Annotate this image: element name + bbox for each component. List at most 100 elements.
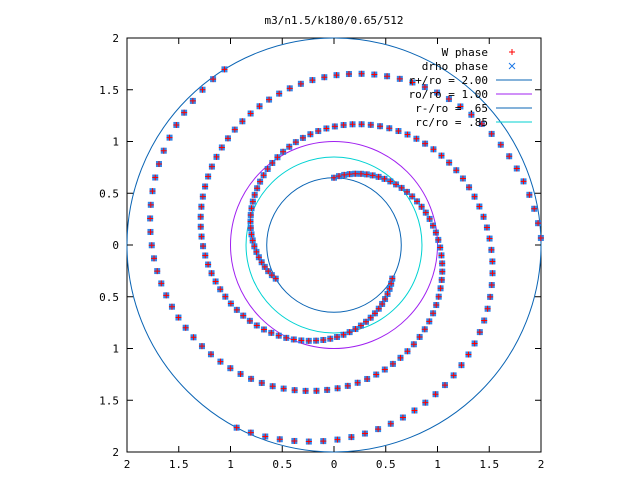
legend-entry-2: r+/ro = 2.00	[409, 74, 532, 87]
phase-point-arm0-35	[404, 348, 411, 355]
phase-point-arm1-54	[488, 282, 495, 289]
phase-point-arm2-24	[260, 326, 267, 333]
phase-point-arm2-59	[345, 71, 352, 78]
phase-point-arm1-0	[272, 275, 279, 282]
phase-point-arm2-11	[352, 326, 359, 333]
phase-point-arm0-16	[418, 203, 425, 210]
phase-point-arm2-2	[386, 285, 393, 292]
phase-point-arm0-69	[149, 188, 156, 195]
phase-point-arm0-6	[363, 171, 370, 178]
phase-point-arm1-3	[261, 263, 268, 270]
phase-point-arm0-7	[369, 172, 376, 179]
phase-point-arm0-54	[217, 358, 224, 365]
phase-point-arm0-74	[173, 121, 180, 128]
phase-point-arm2-57	[321, 74, 328, 81]
phase-point-arm0-17	[422, 209, 429, 216]
phase-point-arm2-40	[198, 203, 205, 210]
y-tick-label: 2	[112, 446, 119, 459]
phase-point-arm2-3	[384, 290, 391, 297]
phase-point-arm0-3	[346, 171, 353, 178]
phase-point-arm0-52	[237, 370, 244, 377]
phase-point-arm2-26	[246, 317, 253, 324]
phase-point-arm1-74	[305, 438, 312, 445]
phase-point-arm2-8	[367, 314, 374, 321]
phase-point-arm1-70	[361, 430, 368, 437]
phase-point-arm2-56	[309, 77, 316, 84]
phase-point-arm2-58	[333, 72, 340, 79]
phase-point-arm1-60	[465, 351, 472, 358]
phase-point-arm1-42	[446, 159, 453, 166]
phase-point-arm2-53	[276, 90, 283, 97]
phase-point-arm1-65	[422, 399, 429, 406]
phase-point-arm0-66	[147, 228, 154, 235]
phase-point-arm1-9	[248, 231, 255, 238]
phase-point-arm0-30	[430, 310, 437, 317]
phase-point-arm2-70	[478, 120, 485, 127]
phase-point-arm2-16	[320, 336, 327, 343]
phase-point-arm1-46	[471, 193, 478, 200]
phase-point-arm0-28	[435, 293, 442, 300]
phase-point-arm2-75	[520, 178, 527, 185]
phase-point-arm0-15	[414, 198, 421, 205]
phase-point-arm2-63	[396, 75, 403, 82]
phase-point-arm2-68	[457, 103, 464, 110]
phase-point-arm1-34	[377, 123, 384, 130]
phase-point-arm1-35	[386, 125, 393, 132]
x-tick-label: 0	[331, 458, 338, 471]
phase-point-arm1-40	[430, 146, 437, 153]
phase-point-arm1-37	[404, 131, 411, 138]
phase-point-arm2-10	[357, 322, 364, 329]
phase-point-arm2-42	[202, 183, 209, 190]
y-tick-label: 1	[112, 343, 119, 356]
phase-point-arm1-56	[484, 305, 491, 312]
phase-point-arm1-78	[247, 429, 254, 436]
y-tick-label: 1	[112, 136, 119, 149]
phase-point-arm1-72	[334, 436, 341, 443]
phase-point-arm1-17	[257, 178, 264, 185]
phase-point-arm0-75	[181, 109, 188, 116]
phase-point-arm2-47	[224, 135, 231, 142]
legend-entry-1: drho phase	[422, 60, 516, 73]
x-tick-label: 2	[124, 458, 131, 471]
phase-point-arm2-66	[434, 89, 441, 96]
phase-point-arm0-34	[410, 341, 417, 348]
phase-point-arm0-71	[155, 161, 162, 168]
phase-points	[147, 66, 544, 445]
phase-point-arm0-18	[426, 215, 433, 222]
phase-point-arm2-27	[240, 312, 247, 319]
phase-point-arm1-49	[483, 224, 490, 231]
phase-point-arm2-35	[202, 252, 209, 259]
phase-point-arm0-41	[354, 379, 361, 386]
phase-point-arm1-21	[274, 154, 281, 161]
phase-point-arm2-71	[488, 130, 495, 137]
phase-point-arm1-32	[358, 121, 365, 128]
phase-point-arm2-18	[305, 337, 312, 344]
phase-point-arm1-55	[487, 293, 494, 300]
phase-point-arm2-67	[445, 96, 452, 103]
phase-point-arm0-65	[148, 242, 155, 249]
axis-ticks: 2 1.5 1 0.5 0 0.5 1 1.5 221.510.500.511.52	[99, 32, 544, 471]
phase-point-arm0-32	[421, 326, 428, 333]
phase-point-arm1-16	[254, 185, 261, 192]
phase-point-arm1-62	[450, 372, 457, 379]
phase-point-arm1-77	[262, 433, 269, 440]
phase-point-arm2-36	[200, 243, 207, 250]
phase-point-arm1-76	[276, 436, 283, 443]
phase-point-arm0-50	[258, 379, 265, 386]
phase-point-arm2-77	[531, 205, 538, 212]
phase-point-arm2-12	[346, 329, 353, 336]
phase-point-arm1-64	[432, 391, 439, 398]
phase-point-arm1-51	[488, 246, 495, 253]
phase-point-arm0-72	[160, 147, 167, 154]
phase-point-arm1-59	[471, 340, 478, 347]
y-tick-label: 2	[112, 32, 119, 45]
phase-point-arm0-23	[438, 252, 445, 259]
phase-point-arm0-56	[198, 343, 205, 350]
phase-point-arm2-23	[268, 329, 275, 336]
phase-point-arm1-57	[481, 317, 488, 324]
phase-point-arm2-32	[212, 278, 219, 285]
phase-point-arm0-43	[334, 385, 341, 392]
phase-point-arm0-4	[352, 170, 359, 177]
phase-point-arm0-26	[438, 276, 445, 283]
phase-point-arm0-22	[437, 244, 444, 251]
